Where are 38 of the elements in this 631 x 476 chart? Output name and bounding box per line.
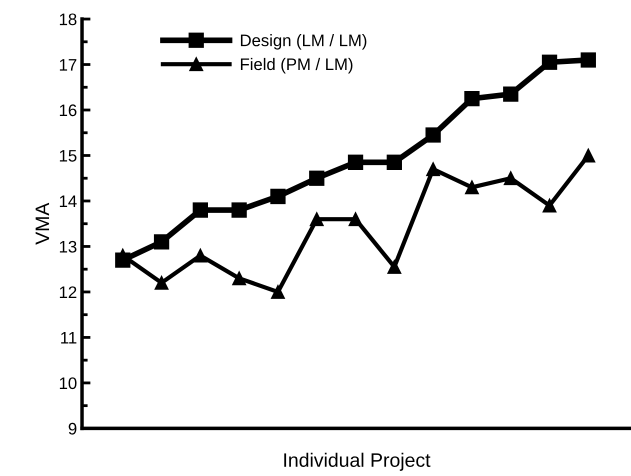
point (426, 127, 441, 143)
point (232, 271, 246, 286)
point (154, 276, 169, 290)
point (348, 154, 364, 170)
point (309, 170, 324, 186)
point (348, 212, 362, 226)
point (580, 52, 596, 68)
point (503, 86, 518, 102)
point (154, 234, 170, 250)
point (464, 180, 479, 194)
y-tick-label: 11 (61, 332, 76, 344)
point (581, 148, 596, 162)
y-tick-label: 14 (60, 196, 77, 208)
point (464, 91, 480, 106)
point (387, 260, 402, 274)
point (542, 54, 558, 70)
point (426, 162, 440, 176)
x-axis-title: Individual Project (284, 452, 430, 471)
point (271, 285, 285, 299)
legend-label: Design (LM / LM) (240, 34, 366, 50)
point (504, 171, 518, 186)
point (232, 202, 247, 218)
point (386, 154, 402, 170)
y-tick-label: 17 (60, 59, 76, 71)
y-axis-title: VMA (36, 202, 50, 245)
y-tick-label: 10 (60, 377, 77, 390)
point (310, 212, 324, 226)
y-tick-label: 12 (60, 286, 76, 298)
legend-label: Field (PM / LM) (240, 58, 352, 74)
point (270, 188, 286, 204)
point (193, 248, 208, 263)
y-tick-label: 15 (60, 150, 76, 162)
point (192, 202, 208, 218)
y-tick-label: 18 (60, 13, 76, 26)
y-tick-label: 16 (60, 104, 76, 116)
y-tick-label: 13 (60, 240, 76, 253)
point (542, 198, 556, 212)
y-tick-label: 9 (68, 422, 76, 435)
